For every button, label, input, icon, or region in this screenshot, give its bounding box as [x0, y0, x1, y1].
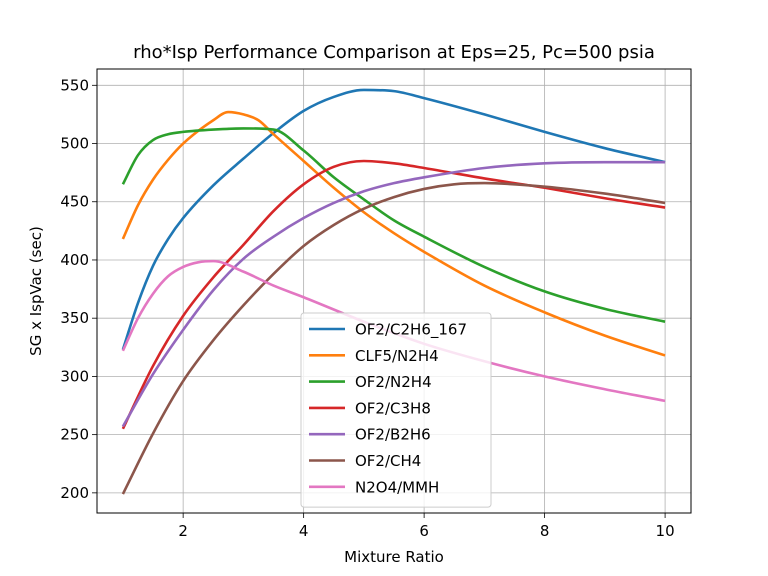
grid [97, 69, 691, 513]
series-line-of2-n2h4 [121, 127, 666, 323]
series-line-clf5-n2h4 [121, 110, 666, 357]
series-line-n2o4-mmh [121, 259, 666, 403]
x-tick-label: 8 [540, 522, 550, 540]
y-tick-label: 200 [60, 484, 89, 502]
ticks: 2 4 6 8 10 200 250 300 350 400 450 500 550 [60, 76, 674, 540]
legend-entry-label: OF2/CH4 [355, 452, 421, 470]
x-axis-label: Mixture Ratio [344, 548, 444, 566]
series-line-of2-b2h6 [121, 160, 666, 428]
x-tick-label: 2 [178, 522, 188, 540]
legend-entry-label: N2O4/MMH [355, 478, 439, 496]
series-lines [121, 88, 666, 495]
legend-entry-label: OF2/N2H4 [355, 373, 432, 391]
y-tick-label: 450 [60, 193, 89, 211]
legend-entry-label: OF2/C2H6_167 [355, 321, 467, 340]
y-tick-label: 550 [60, 76, 89, 94]
legend-entry-label: OF2/B2H6 [355, 426, 431, 444]
legend-box [300, 312, 492, 508]
series-line-of2-ch4 [121, 181, 666, 495]
legend: OF2/C2H6_167 CLF5/N2H4 OF2/N2H4 OF2/C3H8 OF2… [300, 312, 492, 508]
y-tick-label: 500 [60, 135, 89, 153]
x-tick-label: 10 [656, 522, 675, 540]
legend-entry-label: OF2/C3H8 [355, 399, 431, 417]
legend-entry-label: CLF5/N2H4 [355, 347, 439, 365]
y-tick-label: 300 [60, 367, 89, 385]
x-tick-label: 4 [299, 522, 309, 540]
x-tick-label: 6 [419, 522, 429, 540]
series-line-of2-c2h6-167 [121, 88, 666, 351]
y-tick-label: 250 [60, 426, 89, 444]
plot-frame [96, 68, 692, 514]
y-tick-label: 350 [60, 309, 89, 327]
y-tick-label: 400 [60, 251, 89, 269]
y-axis-label: SG x IspVac (sec) [27, 226, 45, 356]
chart-title: rho*Isp Performance Comparison at Eps=25… [133, 42, 655, 63]
